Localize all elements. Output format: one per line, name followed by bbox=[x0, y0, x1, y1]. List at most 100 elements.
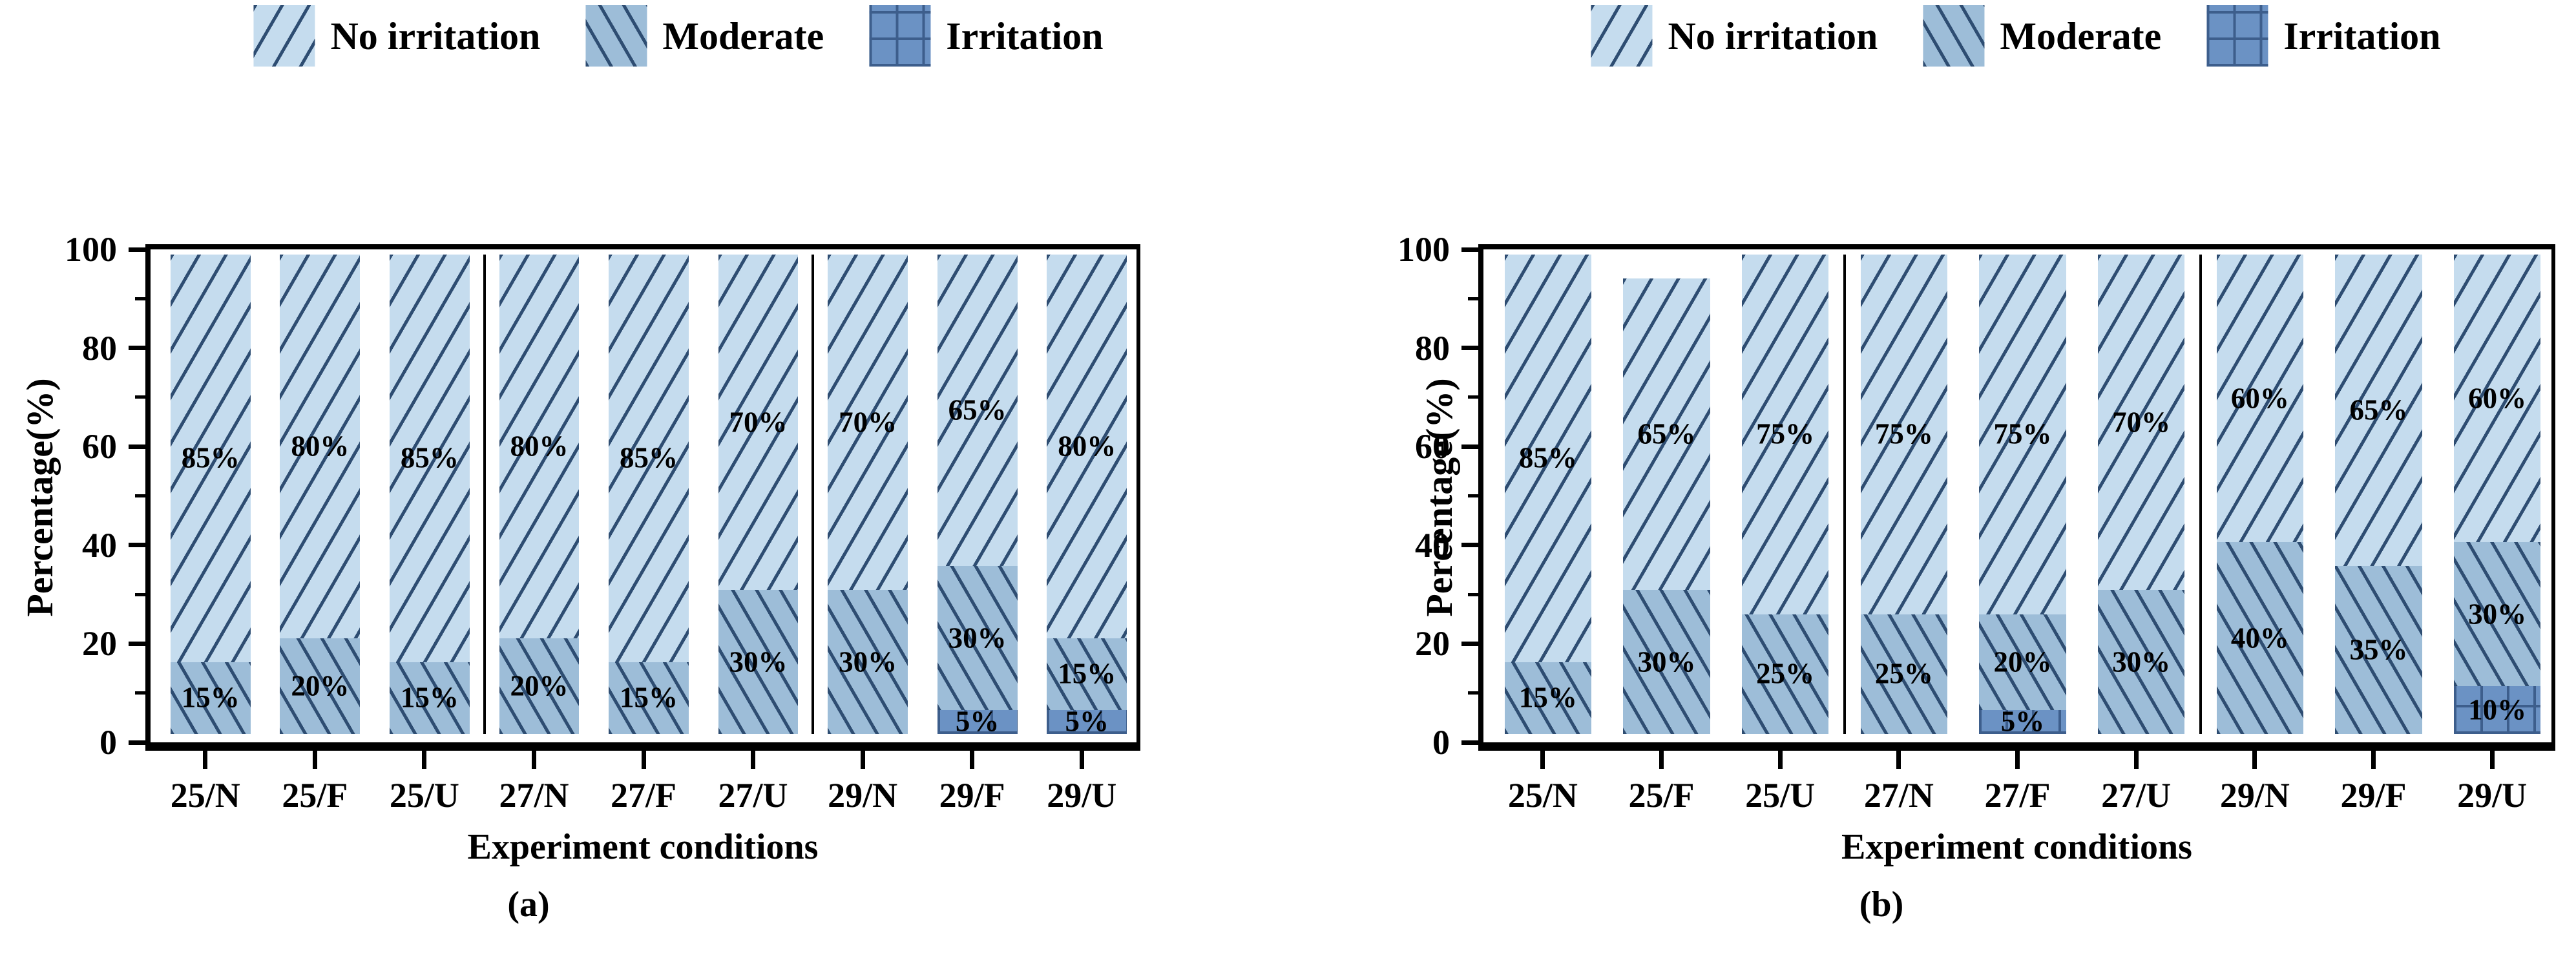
y-tick-label: 100 bbox=[1398, 230, 1450, 269]
bar-value-label: 15% bbox=[1058, 657, 1116, 690]
bar-segment-moderate bbox=[170, 662, 251, 734]
bar-segment-moderate bbox=[1860, 614, 1947, 734]
y-axis-title: Percentage(%) bbox=[1418, 378, 1460, 617]
group-divider bbox=[1843, 255, 1846, 734]
y-tick bbox=[129, 247, 145, 252]
bar-segment-moderate bbox=[828, 590, 908, 734]
bar-value-label: 30% bbox=[1637, 645, 1696, 678]
bar-value-label: 30% bbox=[839, 645, 897, 678]
legend-item: Moderate bbox=[1923, 5, 2206, 67]
grid-swatch-icon bbox=[869, 5, 931, 67]
bar-value-label: 30% bbox=[729, 645, 788, 678]
bar-value-label: 75% bbox=[1874, 417, 1933, 450]
legend-item: Irritation bbox=[869, 5, 1148, 67]
y-tick-label: 20 bbox=[1415, 624, 1450, 664]
x-axis-title: Experiment conditions bbox=[1841, 827, 2192, 867]
y-tick-label: 0 bbox=[1432, 723, 1450, 762]
y-tick bbox=[129, 444, 145, 449]
x-tick-label: 27/U bbox=[718, 776, 788, 815]
legend-label: Irritation bbox=[946, 14, 1104, 58]
x-tick bbox=[1540, 751, 1545, 769]
y-tick bbox=[1461, 543, 1478, 548]
y-tick-label: 100 bbox=[65, 230, 117, 269]
y-minor-tick bbox=[135, 592, 145, 596]
bar-value-label: 15% bbox=[181, 681, 240, 714]
bar-value-label: 20% bbox=[1993, 645, 2052, 678]
y-tick bbox=[1461, 346, 1478, 351]
x-tick bbox=[2489, 751, 2495, 769]
x-axis-title: Experiment conditions bbox=[467, 827, 819, 867]
bar-value-label: 80% bbox=[291, 430, 350, 463]
y-tick-label: 60 bbox=[1415, 427, 1450, 466]
x-tick-label: 25/F bbox=[1628, 776, 1695, 815]
bar-segment-no-irritation bbox=[2098, 255, 2185, 591]
y-tick-label: 20 bbox=[82, 624, 117, 664]
bar-segment-irritation bbox=[2454, 685, 2541, 734]
legend-label: Moderate bbox=[2000, 14, 2162, 58]
bar-value-label: 15% bbox=[620, 681, 678, 714]
bar-value-label: 30% bbox=[948, 622, 1007, 654]
legend-label: Irritation bbox=[2283, 14, 2441, 58]
bar-value-label: 80% bbox=[1058, 430, 1116, 463]
bar-segment-moderate bbox=[937, 566, 1018, 710]
legend-item: No irritation bbox=[253, 5, 585, 67]
y-tick-label: 40 bbox=[82, 525, 117, 565]
legend-label: No irritation bbox=[1668, 14, 1878, 58]
x-tick-label: 27/U bbox=[2101, 776, 2172, 815]
bar-segment-no-irritation bbox=[2454, 255, 2541, 543]
bar-segment-no-irritation bbox=[1979, 255, 2066, 614]
bar-segment-irritation bbox=[1979, 709, 2066, 734]
y-tick-label: 80 bbox=[82, 328, 117, 368]
y-tick bbox=[129, 543, 145, 548]
bar-segment-no-irritation bbox=[170, 255, 251, 662]
y-tick bbox=[129, 740, 145, 745]
bar-value-label: 30% bbox=[2468, 598, 2527, 630]
bar-value-label: 25% bbox=[1874, 657, 1933, 690]
x-tick bbox=[1777, 751, 1783, 769]
bar-segment-no-irritation bbox=[390, 255, 470, 662]
y-tick-label: 60 bbox=[82, 427, 117, 466]
bar-segment-moderate bbox=[718, 590, 799, 734]
bar-segment-moderate bbox=[2216, 542, 2303, 734]
bar-segment-irritation bbox=[1047, 709, 1127, 734]
diagonal-backward-swatch-icon bbox=[585, 5, 647, 67]
y-axis-title: Percentage(%) bbox=[19, 378, 61, 617]
bar-value-label: 85% bbox=[1518, 441, 1577, 474]
x-tick bbox=[203, 751, 208, 769]
bar-value-label: 15% bbox=[1518, 681, 1577, 714]
bar-segment-no-irritation bbox=[1504, 255, 1591, 662]
x-tick-label: 25/F bbox=[282, 776, 348, 815]
y-minor-tick bbox=[135, 395, 145, 399]
x-tick-label: 25/N bbox=[170, 776, 240, 815]
bar-segment-moderate bbox=[2335, 566, 2422, 734]
x-tick bbox=[531, 751, 536, 769]
x-tick-label: 27/F bbox=[611, 776, 676, 815]
caption-a: (a) bbox=[507, 884, 550, 925]
bar-segment-no-irritation bbox=[2216, 255, 2303, 543]
x-tick-label: 29/U bbox=[1047, 776, 1117, 815]
bar-segment-no-irritation bbox=[1623, 278, 1710, 591]
bar-value-label: 40% bbox=[2230, 622, 2289, 654]
bar-segment-moderate bbox=[1742, 614, 1829, 734]
bar-value-label: 85% bbox=[620, 441, 678, 474]
x-tick-label: 27/F bbox=[1984, 776, 2051, 815]
y-tick-label: 40 bbox=[1415, 525, 1450, 565]
y-minor-tick bbox=[135, 494, 145, 497]
bar-value-label: 65% bbox=[948, 393, 1007, 426]
bar-segment-moderate bbox=[1623, 590, 1710, 734]
legend: No irritation Moderate Irritation bbox=[1591, 5, 2486, 67]
x-tick bbox=[312, 751, 317, 769]
bar-value-label: 10% bbox=[2468, 693, 2527, 726]
legend-label: Moderate bbox=[662, 14, 824, 58]
bar-segment-no-irritation bbox=[1742, 255, 1829, 614]
x-tick bbox=[2371, 751, 2376, 769]
bar-segment-moderate bbox=[390, 662, 470, 734]
x-tick bbox=[2015, 751, 2020, 769]
y-tick-label: 80 bbox=[1415, 328, 1450, 368]
bar-value-label: 75% bbox=[1993, 417, 2052, 450]
bar-segment-moderate bbox=[1047, 638, 1127, 710]
bar-segment-moderate bbox=[1504, 662, 1591, 734]
bar-value-label: 20% bbox=[510, 669, 569, 702]
bar-value-label: 60% bbox=[2468, 382, 2527, 415]
bar-segment-moderate bbox=[2098, 590, 2185, 734]
